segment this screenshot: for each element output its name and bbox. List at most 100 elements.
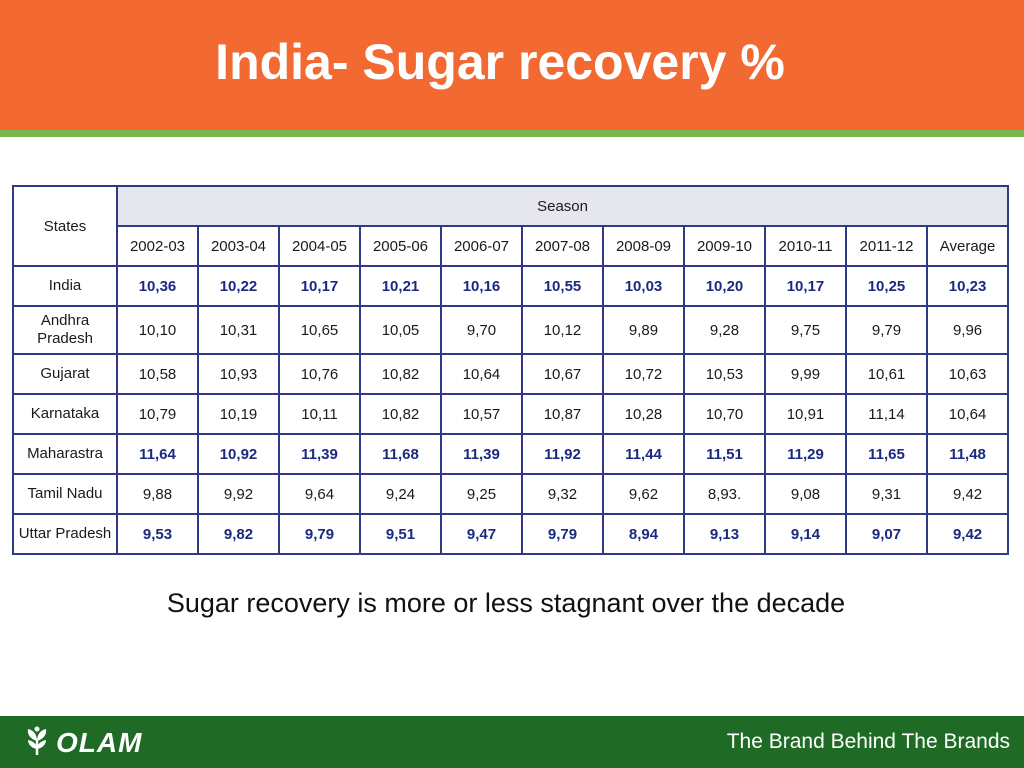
value-cell: 10,70 [683, 393, 766, 435]
column-header: 2007-08 [521, 225, 604, 267]
value-cell: 10,31 [197, 305, 280, 355]
value-cell: 10,76 [278, 353, 361, 395]
value-cell: 9,70 [440, 305, 523, 355]
value-cell: 10,20 [683, 265, 766, 307]
value-cell: 10,55 [521, 265, 604, 307]
value-cell: 9,47 [440, 513, 523, 555]
value-cell: 10,16 [440, 265, 523, 307]
slide-title: India- Sugar recovery % [215, 34, 785, 90]
value-cell: 9,99 [764, 353, 847, 395]
column-header: 2005-06 [359, 225, 442, 267]
value-cell: 10,65 [278, 305, 361, 355]
value-cell: 9,07 [845, 513, 928, 555]
value-cell: 10,58 [116, 353, 199, 395]
season-header: Season [115, 185, 1010, 227]
column-header: 2009-10 [683, 225, 766, 267]
value-cell: 9,32 [521, 473, 604, 515]
value-cell: 9,75 [764, 305, 847, 355]
table-row: Uttar Pradesh 9,53 9,82 9,79 9,51 9,47 9,79 8,9… [12, 513, 1010, 555]
value-cell: 11,68 [359, 433, 442, 475]
footer-bar: OLAM The Brand Behind The Brands [0, 716, 1024, 768]
value-cell: 9,51 [359, 513, 442, 555]
table-row: Andhra Pradesh 10,10 10,31 10,65 10,05 9,70 10… [12, 305, 1010, 355]
value-cell: 10,61 [845, 353, 928, 395]
value-cell: 10,92 [197, 433, 280, 475]
value-cell: 9,31 [845, 473, 928, 515]
value-cell: 11,39 [440, 433, 523, 475]
value-cell: 10,67 [521, 353, 604, 395]
value-cell: 10,82 [359, 393, 442, 435]
footer-tagline: The Brand Behind The Brands [726, 730, 1010, 753]
value-cell: 8,94 [602, 513, 685, 555]
value-cell: 9,92 [197, 473, 280, 515]
value-cell: 10,36 [116, 265, 199, 307]
olam-logo: OLAM [24, 726, 142, 760]
value-cell: 9,24 [359, 473, 442, 515]
state-name-cell: India [12, 265, 118, 307]
state-name-cell: Maharastra [12, 433, 118, 475]
average-cell: 9,42 [925, 473, 1010, 515]
table-row: Tamil Nadu 9,88 9,92 9,64 9,24 9,25 9,32 9,62 8,… [12, 473, 1010, 515]
table-row: Gujarat 10,58 10,93 10,76 10,82 10,64 10,67 10,… [12, 353, 1010, 395]
column-header: 2003-04 [197, 225, 280, 267]
value-cell: 10,82 [359, 353, 442, 395]
state-name-cell: Tamil Nadu [12, 473, 118, 515]
value-cell: 9,25 [440, 473, 523, 515]
value-cell: 11,44 [602, 433, 685, 475]
olam-leaf-icon [24, 725, 50, 762]
states-header: States [12, 185, 118, 267]
column-header-average: Average [925, 225, 1010, 267]
value-cell: 10,03 [602, 265, 685, 307]
average-cell: 10,63 [925, 353, 1010, 395]
value-cell: 9,28 [683, 305, 766, 355]
value-cell: 9,08 [764, 473, 847, 515]
value-cell: 9,79 [521, 513, 604, 555]
value-cell: 10,21 [359, 265, 442, 307]
average-cell: 10,64 [925, 393, 1010, 435]
value-cell: 9,79 [845, 305, 928, 355]
value-cell: 9,89 [602, 305, 685, 355]
table-row: Karnataka 10,79 10,19 10,11 10,82 10,57 10,87 1… [12, 393, 1010, 435]
value-cell: 9,64 [278, 473, 361, 515]
value-cell: 10,72 [602, 353, 685, 395]
value-cell: 10,05 [359, 305, 442, 355]
value-cell: 10,11 [278, 393, 361, 435]
value-cell: 10,87 [521, 393, 604, 435]
value-cell: 10,10 [116, 305, 199, 355]
value-cell: 11,39 [278, 433, 361, 475]
state-name-cell: Andhra Pradesh [12, 305, 118, 355]
average-cell: 9,96 [925, 305, 1010, 355]
value-cell: 8,93. [683, 473, 766, 515]
average-cell: 11,48 [925, 433, 1010, 475]
column-header: 2006-07 [440, 225, 523, 267]
value-cell: 10,17 [764, 265, 847, 307]
value-cell: 10,17 [278, 265, 361, 307]
value-cell: 10,93 [197, 353, 280, 395]
value-cell: 10,28 [602, 393, 685, 435]
column-header: 2008-09 [602, 225, 685, 267]
value-cell: 9,53 [116, 513, 199, 555]
state-name-cell: Gujarat [12, 353, 118, 395]
value-cell: 9,79 [278, 513, 361, 555]
average-cell: 9,42 [925, 513, 1010, 555]
value-cell: 11,92 [521, 433, 604, 475]
value-cell: 11,65 [845, 433, 928, 475]
table-row: Maharastra 11,64 10,92 11,39 11,68 11,39 11,92… [12, 433, 1010, 475]
value-cell: 10,22 [197, 265, 280, 307]
state-name-cell: Uttar Pradesh [12, 513, 118, 555]
column-header: 2011-12 [845, 225, 928, 267]
value-cell: 11,64 [116, 433, 199, 475]
table-row: India 10,36 10,22 10,17 10,21 10,16 10,55 10,03… [12, 265, 1010, 307]
column-header: 2010-11 [764, 225, 847, 267]
average-cell: 10,23 [925, 265, 1010, 307]
value-cell: 10,53 [683, 353, 766, 395]
header-rule [0, 130, 1024, 137]
column-header: 2004-05 [278, 225, 361, 267]
sugar-recovery-table: States Season 2002-03 2003-04 2004-05 20… [12, 185, 1010, 555]
logo-text: OLAM [56, 727, 143, 758]
value-cell: 10,19 [197, 393, 280, 435]
value-cell: 9,82 [197, 513, 280, 555]
value-cell: 10,79 [116, 393, 199, 435]
value-cell: 9,13 [683, 513, 766, 555]
header-banner: India- Sugar recovery % [0, 0, 1024, 130]
